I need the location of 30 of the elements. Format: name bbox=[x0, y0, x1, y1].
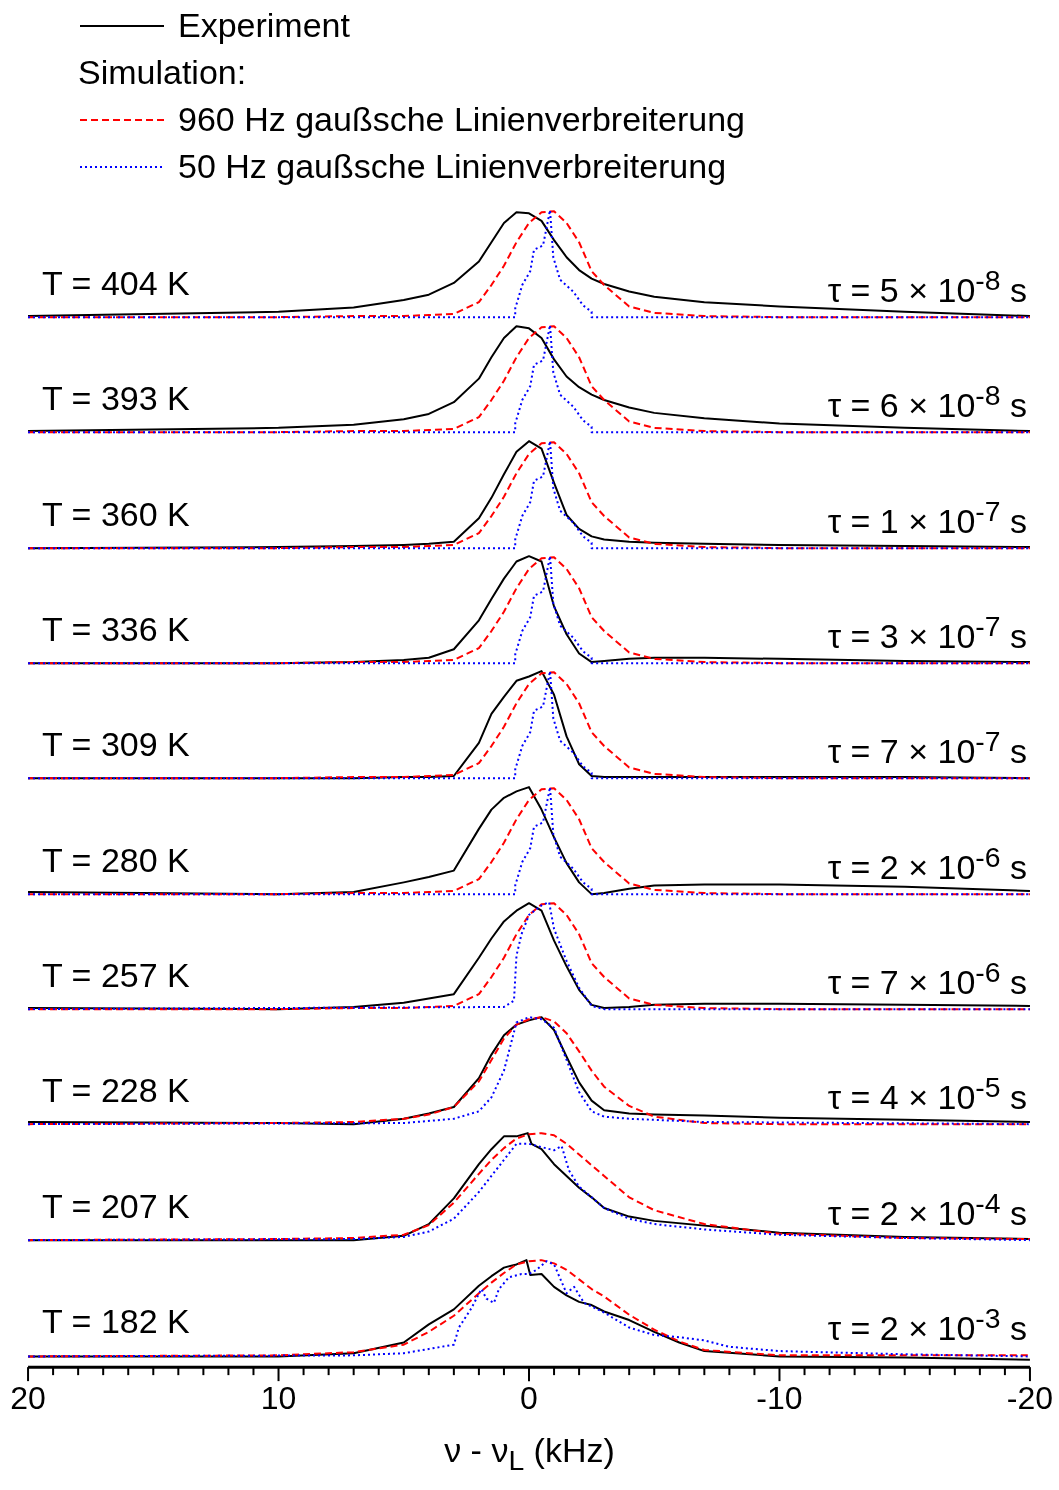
legend-title: Simulation: bbox=[78, 52, 248, 93]
annotation: T = 182 K bbox=[42, 1301, 190, 1341]
x-tick-label: -20 bbox=[1006, 1379, 1054, 1416]
annotation: τ = 3 × 10$^{-7}$ s bbox=[827, 609, 1027, 656]
x-tick-label: 10 bbox=[260, 1379, 297, 1416]
annotation: τ = 7 × 10$^{-6}$ s bbox=[827, 955, 1027, 1002]
x-axis-title: ν - ν$_{L}$ (kHz) bbox=[443, 1430, 616, 1477]
annotation: T = 309 K bbox=[42, 725, 190, 764]
annotation: T = 207 K bbox=[42, 1186, 190, 1226]
annotation: τ = 5 × 10$^{-8}$ s bbox=[827, 263, 1027, 310]
legend-label: 50 Hz gaußsche Linienverbreiterung bbox=[178, 147, 727, 186]
annotation: τ = 1 × 10$^{-7}$ s bbox=[827, 494, 1027, 541]
x-tick-label: 0 bbox=[520, 1379, 538, 1416]
annotation: τ = 2 × 10$^{-4}$ s bbox=[827, 1186, 1027, 1233]
annotation: τ = 6 × 10$^{-8}$ s bbox=[827, 379, 1027, 426]
legend-label: Experiment bbox=[178, 6, 350, 45]
annotation: τ = 4 × 10$^{-5}$ s bbox=[827, 1071, 1027, 1117]
annotation: T = 336 K bbox=[42, 609, 190, 649]
annotation: T = 228 K bbox=[42, 1071, 190, 1110]
annotation: T = 404 K bbox=[42, 263, 190, 303]
annotation: τ = 7 × 10$^{-7}$ s bbox=[827, 725, 1027, 772]
annotation: τ = 2 × 10$^{-6}$ s bbox=[827, 840, 1027, 887]
annotation: τ = 2 × 10$^{-3}$ s bbox=[827, 1301, 1027, 1348]
annotation: T = 393 K bbox=[42, 379, 190, 418]
x-tick-label: -10 bbox=[756, 1379, 803, 1416]
annotation: T = 257 K bbox=[42, 955, 190, 995]
legend-label: 960 Hz gaußsche Linienverbreiterung bbox=[178, 100, 746, 139]
x-tick-label: 20 bbox=[10, 1379, 46, 1416]
annotation: T = 360 K bbox=[42, 494, 190, 534]
annotation: T = 280 K bbox=[42, 840, 190, 880]
